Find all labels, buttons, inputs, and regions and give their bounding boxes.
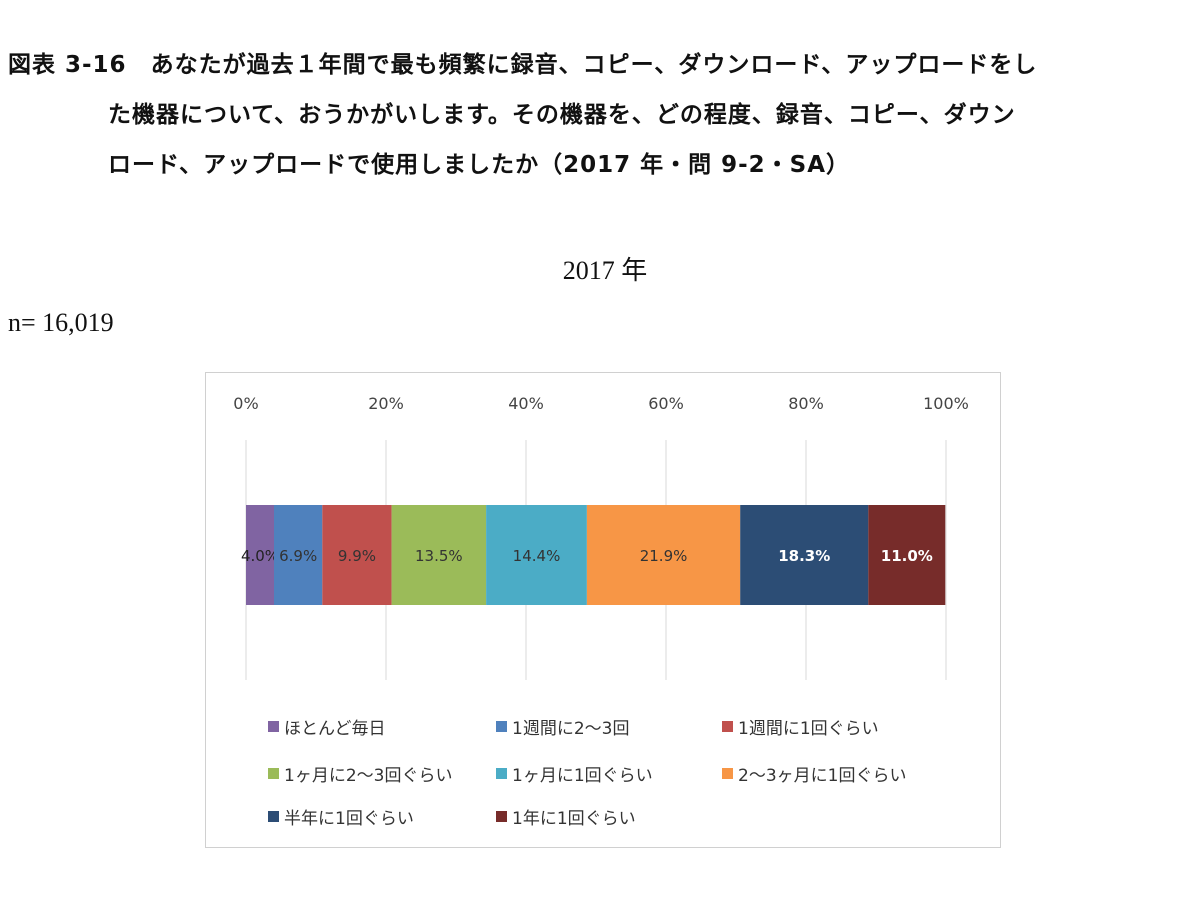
- legend-swatch: [496, 811, 507, 822]
- bar-segment: [274, 505, 323, 605]
- tick-label: 100%: [923, 394, 969, 413]
- legend-swatch: [268, 721, 279, 732]
- legend-item: 1週間に1回ぐらい: [722, 714, 879, 739]
- tick-label: 60%: [648, 394, 684, 413]
- legend-swatch: [496, 721, 507, 732]
- heading-line-1: 図表 3-16 あなたが過去１年間で最も頻繁に録音、コピー、ダウンロード、アップ…: [8, 52, 1038, 78]
- bar-segment: [322, 505, 392, 605]
- legend-label: 1ヶ月に2〜3回ぐらい: [284, 766, 453, 786]
- bar-segment: [868, 505, 946, 605]
- bar-segment: [391, 505, 487, 605]
- legend-item: 1週間に2〜3回: [496, 714, 629, 739]
- legend-label: 半年に1回ぐらい: [284, 809, 414, 829]
- legend-item: 1ヶ月に2〜3回ぐらい: [268, 761, 452, 786]
- bar-segment: [740, 505, 869, 605]
- data-label: 11.0%: [881, 547, 933, 565]
- data-label: 21.9%: [640, 547, 688, 565]
- legend-item: 半年に1回ぐらい: [268, 804, 414, 829]
- data-label: 6.9%: [279, 547, 317, 565]
- tick-label: 40%: [508, 394, 544, 413]
- legend-swatch: [496, 768, 507, 779]
- legend-label: 1ヶ月に1回ぐらい: [512, 766, 653, 786]
- data-label: 14.4%: [513, 547, 561, 565]
- legend-item: 1年に1回ぐらい: [496, 804, 636, 829]
- legend-label: 1年に1回ぐらい: [512, 809, 636, 829]
- data-label: 18.3%: [778, 547, 830, 565]
- tick-label: 80%: [788, 394, 824, 413]
- data-label: 13.5%: [415, 547, 463, 565]
- chart-subtitle: 2017 年: [562, 256, 648, 285]
- legend-swatch: [722, 721, 733, 732]
- data-label: 9.9%: [338, 547, 376, 565]
- bar-segment: [246, 505, 274, 605]
- tick-label: 20%: [368, 394, 404, 413]
- bar-segment: [586, 505, 741, 605]
- bar-segment: [486, 505, 587, 605]
- heading-line-3: ロード、アップロードで使用しましたか（2017 年・問 9-2・SA）: [108, 152, 851, 178]
- legend-label: ほとんど毎日: [284, 719, 386, 739]
- sample-size: n= 16,019: [8, 308, 114, 337]
- heading-line-2: た機器について、おうかがいします。その機器を、どの程度、録音、コピー、ダウン: [108, 102, 1016, 128]
- legend-label: 1週間に2〜3回: [512, 719, 630, 739]
- legend-label: 1週間に1回ぐらい: [738, 719, 879, 739]
- legend-label: 2〜3ヶ月に1回ぐらい: [738, 766, 907, 786]
- legend-item: ほとんど毎日: [268, 714, 386, 739]
- legend-swatch: [268, 768, 279, 779]
- legend-item: 1ヶ月に1回ぐらい: [496, 761, 653, 786]
- legend-swatch: [722, 768, 733, 779]
- tick-label: 0%: [233, 394, 258, 413]
- data-label: 4.0%: [241, 547, 279, 565]
- chart-area: [205, 372, 1001, 848]
- legend-swatch: [268, 811, 279, 822]
- legend-item: 2〜3ヶ月に1回ぐらい: [722, 761, 906, 786]
